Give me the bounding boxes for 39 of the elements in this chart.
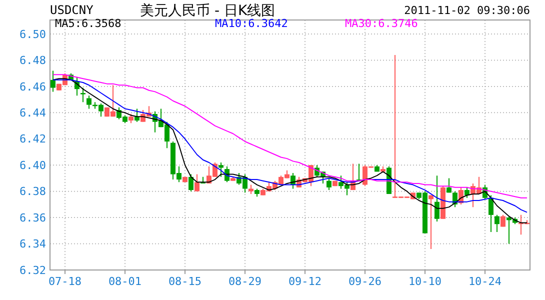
candlestick	[80, 87, 86, 103]
candlestick	[50, 70, 56, 92]
y-tick-label: 6.44	[20, 106, 46, 120]
text: MA10:6.3642	[215, 17, 288, 30]
y-tick-label: 6.50	[20, 28, 46, 41]
y-tick-label: 6.48	[20, 54, 46, 68]
y-tick-label: 6.46	[20, 80, 46, 94]
x-tick-label: 10-10	[408, 275, 442, 288]
x-tick-label: 10-24	[468, 275, 502, 288]
text: MA5:6.3568	[55, 17, 122, 30]
candlestick	[218, 162, 224, 178]
x-tick-label: 07-18	[48, 275, 82, 288]
x-tick-label: 08-15	[168, 275, 202, 288]
x-tick-label: 09-26	[348, 275, 382, 288]
candlestick	[434, 175, 440, 222]
candlestick	[446, 178, 452, 194]
x-tick-label: 09-12	[288, 275, 322, 288]
y-tick-label: 6.38	[20, 185, 46, 198]
candlestick	[128, 113, 134, 124]
candlestick	[326, 178, 332, 191]
y-tick-label: 6.42	[20, 132, 46, 146]
chart-title: 美元人民币 - 日K线图	[140, 3, 276, 19]
y-tick-label: 6.32	[20, 264, 46, 277]
candlestick	[134, 108, 140, 122]
candlestick	[188, 174, 194, 192]
chart-subtitle: USDCNY	[50, 3, 94, 17]
x-tick-label: 08-29	[228, 275, 262, 288]
candlestick	[488, 194, 494, 232]
y-tick-label: 6.36	[20, 211, 46, 224]
x-tick-label: 08-01	[108, 275, 142, 288]
text: 2011-11-02 09:30:06	[404, 4, 530, 17]
candlestick	[248, 184, 254, 194]
text: MA30:6.3746	[345, 17, 418, 30]
candlestick	[464, 186, 470, 198]
candlestick	[494, 214, 500, 232]
y-tick-label: 6.34	[20, 238, 46, 251]
y-tick-label: 6.40	[20, 158, 46, 172]
candlestick	[194, 174, 200, 192]
candlestick	[86, 95, 92, 110]
